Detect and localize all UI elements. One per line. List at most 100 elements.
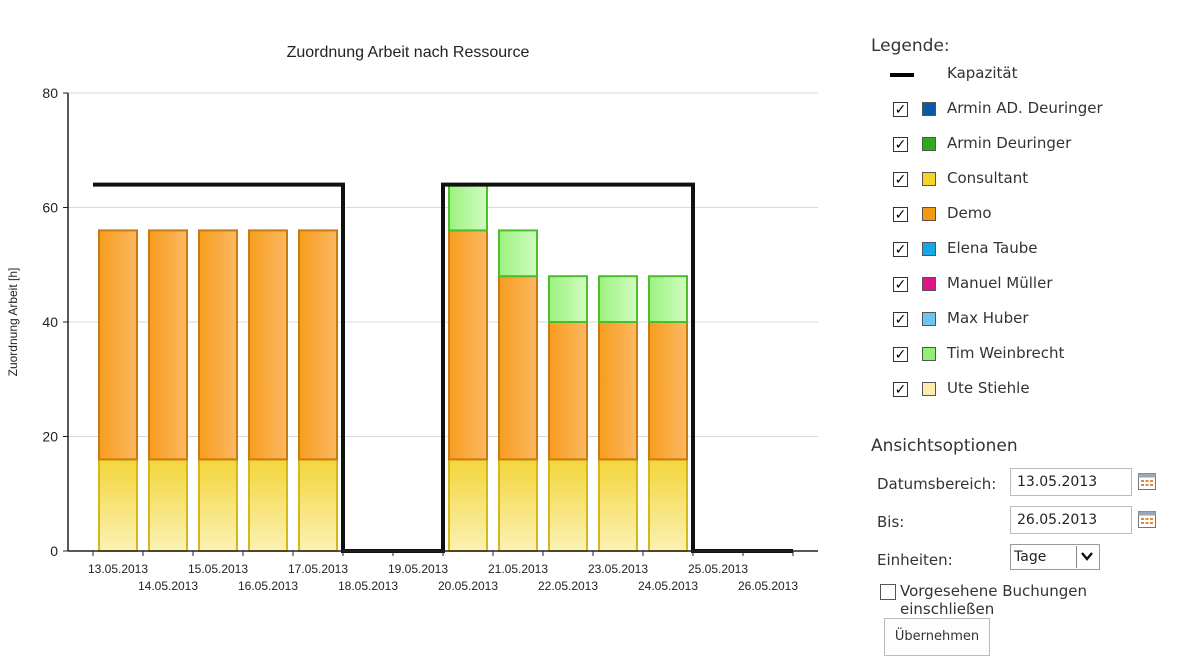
y-tick-label: 0	[50, 543, 58, 559]
include-planned-label: Vorgesehene Buchungen einschließen	[900, 582, 1088, 618]
bar-segment	[198, 229, 238, 461]
legend-checkbox[interactable]: ✓	[893, 347, 908, 363]
bar-segment	[598, 321, 638, 461]
legend-label: Armin Deuringer	[947, 134, 1072, 152]
legend-item[interactable]: ✓ Ute Stiehle	[870, 379, 1180, 414]
bar-segment	[548, 458, 588, 552]
legend-item[interactable]: ✓ Tim Weinbrecht	[870, 344, 1180, 379]
x-tick-label: 17.05.2013	[288, 562, 348, 576]
bars	[98, 183, 688, 552]
legend-label: Tim Weinbrecht	[947, 344, 1065, 362]
date-to-label: Bis:	[877, 513, 905, 531]
calendar-icon[interactable]	[1138, 510, 1156, 528]
legend-swatch	[922, 312, 936, 326]
bar-segment	[448, 229, 488, 461]
legend-title: Legende:	[871, 36, 950, 56]
legend-checkbox[interactable]: ✓	[893, 207, 908, 223]
legend-item[interactable]: ✓ Armin Deuringer	[870, 134, 1180, 169]
apply-button[interactable]: Übernehmen	[884, 618, 990, 656]
bar-segment	[648, 458, 688, 552]
capacity-line	[93, 182, 793, 553]
legend-checkbox[interactable]: ✓	[893, 102, 908, 118]
bar-segment	[598, 458, 638, 552]
x-tick-label: 18.05.2013	[338, 579, 398, 593]
legend-item[interactable]: ✓ Demo	[870, 204, 1180, 239]
bar-segment	[548, 321, 588, 461]
bar-segment	[498, 275, 538, 461]
capacity-line-icon	[890, 73, 914, 77]
include-planned-row: Vorgesehene Buchungen einschließen	[870, 580, 1180, 618]
bar-segment	[448, 458, 488, 552]
legend-swatch	[922, 137, 936, 151]
bar-segment	[598, 275, 638, 324]
bar-segment	[498, 458, 538, 552]
legend-checkbox[interactable]: ✓	[893, 382, 908, 398]
legend-label: Demo	[947, 204, 992, 222]
view-options-title: Ansichtsoptionen	[871, 436, 1018, 456]
legend-swatch	[922, 172, 936, 186]
bar-segment	[298, 229, 338, 461]
legend-label: Elena Taube	[947, 239, 1038, 257]
x-tick-label: 23.05.2013	[588, 562, 648, 576]
date-from-input[interactable]: 13.05.2013	[1010, 468, 1132, 496]
bar-segment	[548, 275, 588, 324]
legend-label: Manuel Müller	[947, 274, 1053, 292]
bar-segment	[148, 458, 188, 552]
legend-item[interactable]: ✓ Armin AD. Deuringer	[870, 99, 1180, 134]
x-tick-label: 19.05.2013	[388, 562, 448, 576]
legend-list: Kapazität ✓ Armin AD. Deuringer ✓ Armin Deur…	[870, 64, 1180, 414]
date-from-label: Datumsbereich:	[877, 475, 997, 493]
legend-checkbox[interactable]: ✓	[893, 137, 908, 153]
x-tick-label: 22.05.2013	[538, 579, 598, 593]
y-tick-label: 60	[42, 200, 58, 216]
bar-segment	[148, 229, 188, 461]
legend-swatch	[922, 242, 936, 256]
legend-label: Kapazität	[947, 64, 1018, 82]
legend-item[interactable]: ✓ Consultant	[870, 169, 1180, 204]
date-to-input[interactable]: 26.05.2013	[1010, 506, 1132, 534]
units-select-value: Tage	[1014, 549, 1047, 565]
legend-label: Consultant	[947, 169, 1029, 187]
legend-swatch	[922, 347, 936, 361]
include-planned-checkbox[interactable]	[880, 584, 896, 600]
bar-segment	[98, 229, 138, 461]
bar-segment	[298, 458, 338, 552]
legend-label: Armin AD. Deuringer	[947, 99, 1103, 117]
units-select[interactable]: Tage	[1010, 544, 1100, 570]
y-tick-label: 80	[42, 85, 58, 101]
calendar-icon[interactable]	[1138, 472, 1156, 490]
units-row: Einheiten: Tage	[870, 542, 1180, 580]
x-tick-label: 13.05.2013	[88, 562, 148, 576]
legend-item[interactable]: ✓ Elena Taube	[870, 239, 1180, 274]
legend-swatch	[922, 207, 936, 221]
legend-label: Max Huber	[947, 309, 1029, 327]
axes: 0 20 40 60 80 13.05.2013 14.05.2013 15.05.2013 1…	[42, 85, 818, 593]
bar-segment	[248, 229, 288, 461]
legend-checkbox[interactable]: ✓	[893, 172, 908, 188]
legend-swatch	[922, 102, 936, 116]
work-assignment-chart: Zuordnung Arbeit nach Ressource Zuordnun…	[6, 44, 818, 593]
side-panel: Legende: Kapazität ✓ Armin AD. Deuringer ✓ A…	[870, 30, 1180, 658]
legend-item[interactable]: ✓ Manuel Müller	[870, 274, 1180, 309]
chart-title: Zuordnung Arbeit nach Ressource	[287, 44, 530, 61]
date-to-row: Bis: 26.05.2013	[870, 504, 1180, 542]
legend-swatch	[922, 277, 936, 291]
bar-segment	[248, 458, 288, 552]
y-axis-label: Zuordnung Arbeit [h]	[6, 268, 20, 377]
x-tick-label: 14.05.2013	[138, 579, 198, 593]
bar-segment	[198, 458, 238, 552]
legend-checkbox[interactable]: ✓	[893, 242, 908, 258]
units-label: Einheiten:	[877, 551, 953, 569]
date-range-row: Datumsbereich: 13.05.2013	[870, 466, 1180, 504]
x-tick-label: 21.05.2013	[488, 562, 548, 576]
legend-label: Ute Stiehle	[947, 379, 1030, 397]
legend-item: Kapazität	[870, 64, 1180, 99]
bar-segment	[648, 321, 688, 461]
x-tick-label: 15.05.2013	[188, 562, 248, 576]
legend-item[interactable]: ✓ Max Huber	[870, 309, 1180, 344]
legend-checkbox[interactable]: ✓	[893, 312, 908, 328]
bar-segment	[448, 183, 488, 232]
x-tick-label: 20.05.2013	[438, 579, 498, 593]
chevron-down-icon[interactable]	[1076, 546, 1098, 568]
legend-checkbox[interactable]: ✓	[893, 277, 908, 293]
